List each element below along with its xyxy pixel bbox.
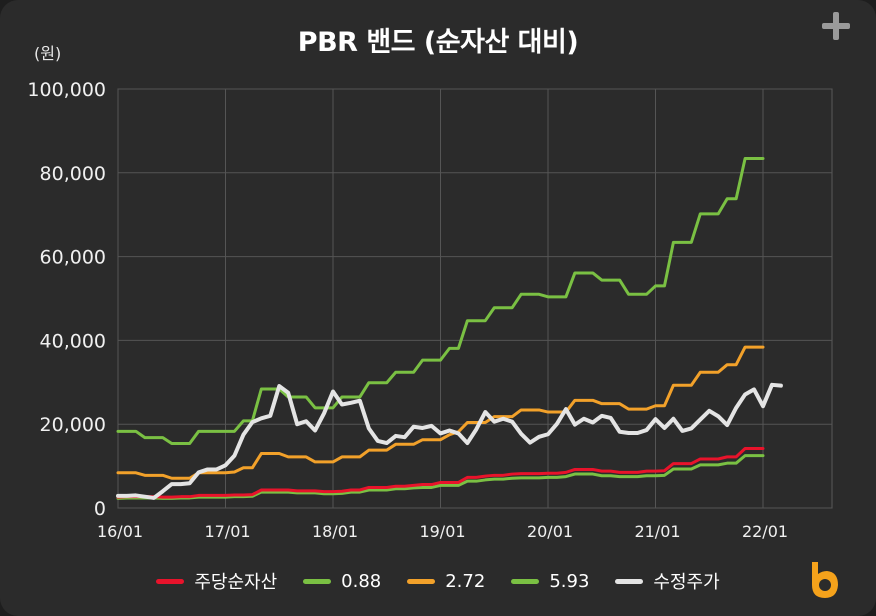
chart-title: PBR 밴드 (순자산 대비) bbox=[297, 27, 579, 58]
y-tick-label: 40,000 bbox=[40, 330, 106, 352]
plus-icon[interactable] bbox=[818, 8, 854, 44]
legend-swatch bbox=[156, 578, 185, 584]
x-tick-label: 22/01 bbox=[742, 522, 788, 541]
legend-item[interactable]: 주당순자산 bbox=[156, 568, 277, 594]
legend-label: 5.93 bbox=[549, 570, 590, 592]
x-tick-label: 17/01 bbox=[204, 522, 250, 541]
legend-item[interactable]: 0.88 bbox=[303, 571, 381, 592]
legend-swatch bbox=[303, 578, 332, 584]
legend-swatch bbox=[615, 578, 644, 584]
series-line-pbr-0.88 bbox=[116, 454, 765, 500]
legend-item[interactable]: 5.93 bbox=[511, 571, 589, 592]
y-axis-unit-label: (원) bbox=[34, 44, 62, 63]
series-lines bbox=[116, 157, 783, 500]
x-tick-label: 19/01 bbox=[419, 522, 465, 541]
x-tick-label: 20/01 bbox=[527, 522, 573, 541]
y-tick-label: 60,000 bbox=[40, 247, 106, 269]
legend-label: 0.88 bbox=[341, 570, 382, 592]
x-tick-label: 21/01 bbox=[634, 522, 680, 541]
y-tick-label: 0 bbox=[94, 498, 106, 520]
legend-label: 주당순자산 bbox=[194, 572, 278, 593]
legend-swatch bbox=[511, 578, 540, 584]
series-line-bps bbox=[116, 447, 765, 499]
legend-item[interactable]: 수정주가 bbox=[615, 568, 720, 594]
legend: 주당순자산 0.88 2.72 5.93 수정주가 bbox=[0, 566, 876, 596]
series-line-pbr-2.72 bbox=[116, 345, 765, 480]
series-line-pbr-5.93 bbox=[116, 157, 765, 445]
y-tick-label: 80,000 bbox=[40, 163, 106, 185]
brand-logo-icon bbox=[812, 562, 838, 598]
legend-label: 2.72 bbox=[445, 570, 486, 592]
x-tick-label: 18/01 bbox=[312, 522, 358, 541]
x-tick-label: 16/01 bbox=[97, 522, 143, 541]
series-line-price bbox=[116, 382, 783, 500]
legend-swatch bbox=[407, 578, 436, 584]
y-tick-label: 100,000 bbox=[27, 79, 106, 101]
legend-item[interactable]: 2.72 bbox=[407, 571, 485, 592]
legend-label: 수정주가 bbox=[653, 572, 720, 593]
grid-lines bbox=[117, 88, 833, 509]
x-axis-ticks: 16/01 17/01 18/01 19/01 20/01 21/01 22/01 bbox=[97, 522, 788, 541]
y-axis-ticks: 0 20,000 40,000 60,000 80,000 100,000 bbox=[27, 79, 106, 520]
y-tick-label: 20,000 bbox=[40, 414, 106, 436]
